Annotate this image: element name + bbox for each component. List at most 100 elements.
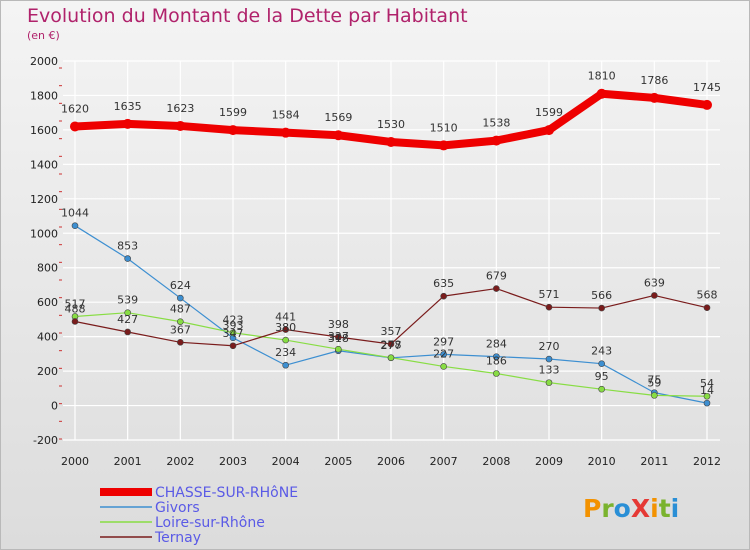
- x-tick-label: 2011: [640, 455, 668, 468]
- data-label: 1044: [61, 207, 89, 220]
- svg-text:ProXiti: ProXiti: [583, 494, 679, 523]
- x-tick-label: 2002: [166, 455, 194, 468]
- x-tick-label: 2012: [693, 455, 721, 468]
- data-point: [598, 304, 605, 312]
- data-label: 1620: [61, 102, 89, 115]
- y-tick-label: 1200: [30, 193, 58, 206]
- series: [70, 88, 712, 407]
- data-label: 347: [223, 327, 244, 340]
- y-tick-label: 1400: [30, 158, 58, 171]
- y-tick-label: 1000: [30, 227, 58, 240]
- legend: CHASSE-SUR-RHôNEGivorsLoire-sur-RhôneTer…: [100, 485, 298, 546]
- data-point: [387, 354, 395, 361]
- data-label: 357: [381, 325, 402, 338]
- y-tick-label: 0: [51, 400, 58, 413]
- data-point: [438, 140, 449, 151]
- data-label: 95: [595, 370, 609, 383]
- x-tick-label: 2009: [535, 455, 563, 468]
- data-point: [124, 309, 131, 316]
- data-point: [493, 285, 500, 292]
- data-label: 1623: [166, 102, 194, 115]
- data-label: 571: [539, 288, 560, 301]
- data-label: 297: [433, 335, 454, 348]
- y-tick-label: 200: [37, 365, 58, 378]
- data-label: 441: [275, 311, 296, 324]
- data-label: 423: [223, 314, 244, 327]
- x-tick-label: 2001: [114, 455, 142, 468]
- data-label: 539: [117, 294, 138, 307]
- data-label: 488: [65, 302, 86, 315]
- data-label: 398: [328, 318, 349, 331]
- data-point: [228, 125, 238, 136]
- y-tick-label: 2000: [30, 55, 58, 68]
- x-tick-label: 2005: [324, 455, 352, 468]
- data-label: 566: [591, 289, 612, 302]
- data-point: [493, 353, 500, 360]
- data-label: 1745: [693, 81, 721, 94]
- y-tick-label: 800: [37, 262, 58, 275]
- data-point: [440, 363, 447, 370]
- data-label: 14: [700, 384, 714, 397]
- data-label: 679: [486, 270, 507, 283]
- legend-label: Loire-sur-Rhône: [155, 515, 265, 531]
- data-label: 284: [486, 338, 507, 351]
- legend-label: CHASSE-SUR-RHôNE: [155, 485, 298, 501]
- data-point: [596, 88, 607, 99]
- data-point: [651, 292, 658, 299]
- data-label: 1569: [324, 111, 352, 124]
- data-label: 59: [647, 376, 661, 389]
- data-label: 133: [539, 364, 560, 377]
- x-tick-label: 2006: [377, 455, 405, 468]
- data-point: [649, 92, 660, 103]
- y-tick-label: -200: [33, 434, 58, 447]
- data-point: [440, 351, 447, 358]
- data-label: 1584: [272, 109, 300, 122]
- data-label: 853: [117, 240, 138, 253]
- data-labels: 1620 1635 1623 1599 1584 1569 1530 1510 1538 1599…: [61, 70, 721, 397]
- data-label: 1810: [588, 70, 616, 83]
- data-label: 367: [170, 323, 191, 336]
- data-label: 243: [591, 345, 612, 358]
- data-point: [598, 385, 605, 393]
- data-label: 1786: [640, 74, 668, 87]
- data-point: [440, 292, 447, 300]
- x-tick-label: 2008: [482, 455, 510, 468]
- data-point: [703, 399, 711, 407]
- data-label: 54: [700, 377, 714, 390]
- data-point: [703, 304, 711, 311]
- data-point: [702, 99, 712, 110]
- legend-label: Ternay: [154, 530, 201, 546]
- data-label: 517: [65, 297, 86, 310]
- data-point: [282, 336, 289, 344]
- data-point: [71, 222, 79, 229]
- data-point: [335, 333, 342, 341]
- data-label: 635: [433, 277, 454, 290]
- data-label: 1538: [482, 117, 510, 130]
- data-label: 234: [275, 346, 296, 359]
- y-tick-label: 1800: [30, 89, 58, 102]
- data-point: [280, 127, 291, 138]
- y-tick-label: 600: [37, 296, 58, 309]
- data-point: [491, 135, 502, 146]
- data-point: [282, 361, 289, 369]
- data-point: [598, 360, 605, 367]
- data-point: [386, 136, 396, 147]
- data-label: 318: [328, 332, 349, 345]
- legend-label: Givors: [155, 500, 200, 516]
- data-label: 568: [697, 289, 718, 302]
- data-label: 278: [381, 339, 402, 352]
- data-label: 1510: [430, 121, 458, 134]
- data-point: [124, 328, 131, 336]
- data-point: [177, 318, 184, 325]
- data-label: 1599: [535, 106, 563, 119]
- data-point: [71, 318, 79, 325]
- data-label: 487: [170, 303, 191, 316]
- data-point: [333, 130, 344, 141]
- x-tick-label: 2007: [430, 455, 458, 468]
- data-label: 1635: [114, 100, 142, 113]
- data-label: 227: [433, 347, 454, 360]
- data-point: [703, 392, 711, 400]
- data-point: [651, 392, 658, 399]
- data-point: [544, 125, 554, 136]
- data-point: [387, 340, 395, 348]
